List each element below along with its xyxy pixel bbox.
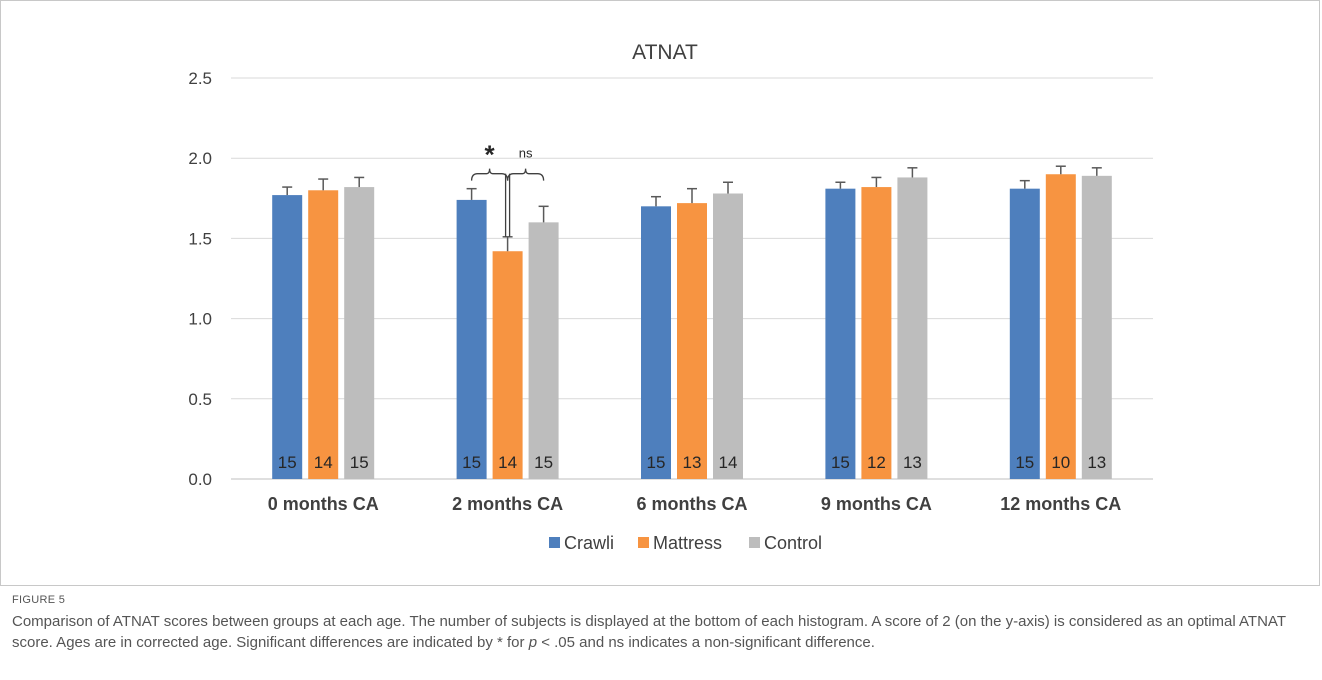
bar-crawli [272, 195, 303, 480]
bar-mattress [677, 203, 707, 479]
bar-mattress [1045, 174, 1076, 480]
subject-count-label: 15 [647, 453, 666, 472]
figure-panel: ATNAT 0.0 0.5 1.0 1.5 2.0 2.5 15 15 15 15 15 14 14 1… [0, 0, 1320, 586]
subject-count-label: 14 [314, 453, 333, 472]
legend-swatch-control [749, 537, 760, 548]
legend-swatch-mattress [638, 537, 649, 548]
y-axis-ticks: 0.0 0.5 1.0 1.5 2.0 2.5 [188, 69, 212, 489]
significance-bracket [506, 168, 545, 181]
caption-p-symbol: p [528, 634, 538, 651]
subject-count-label: 13 [903, 453, 922, 472]
y-tick-label: 0.0 [188, 470, 212, 489]
bar-control [344, 187, 375, 479]
subject-count-label: 12 [867, 453, 886, 472]
subject-count-label: 15 [278, 453, 297, 472]
legend-label-control: Control [764, 533, 822, 553]
subject-count-label: 15 [1015, 453, 1034, 472]
bar-mattress [492, 251, 523, 479]
legend-label-crawli: Crawli [564, 533, 614, 553]
caption-text-start: Comparison of ATNAT scores between group… [12, 613, 1286, 651]
subject-count-label: 15 [534, 453, 553, 472]
significance-bracket [470, 168, 509, 181]
caption-text-end: < .05 and ns indicates a non-significant… [537, 634, 875, 651]
subject-count-label: 13 [1087, 453, 1106, 472]
subject-count-labels: 15 15 15 15 15 14 14 13 12 10 15 15 14 13 13 [278, 453, 1107, 472]
chart-title: ATNAT [632, 41, 698, 64]
bar-control [1081, 175, 1112, 479]
subject-count-label: 15 [350, 453, 369, 472]
y-tick-label: 1.5 [188, 229, 212, 248]
subject-count-label: 14 [719, 453, 738, 472]
bar-control [528, 222, 559, 480]
y-tick-label: 1.0 [188, 310, 212, 329]
legend: Crawli Mattress Control [549, 533, 822, 553]
error-bars [282, 165, 1102, 252]
bar-mattress [861, 187, 892, 479]
x-category-label: 0 months CA [268, 494, 379, 514]
bar-crawli [1009, 188, 1040, 479]
y-tick-label: 2.5 [188, 69, 212, 88]
y-tick-label: 0.5 [188, 390, 212, 409]
y-tick-label: 2.0 [188, 149, 212, 168]
legend-label-mattress: Mattress [653, 533, 722, 553]
subject-count-label: 13 [683, 453, 702, 472]
bar-control [713, 193, 743, 479]
bar-crawli [825, 188, 856, 479]
x-axis-category-labels: 0 months CA 2 months CA 6 months CA 9 month… [268, 494, 1122, 514]
bar-crawli [456, 199, 487, 480]
ns-label: ns [519, 146, 533, 161]
x-category-label: 2 months CA [452, 494, 563, 514]
subject-count-label: 10 [1051, 453, 1070, 472]
significance-annotations: * ns [470, 140, 545, 237]
caption-text: Comparison of ATNAT scores between group… [12, 611, 1312, 653]
figure-caption: FIGURE 5 Comparison of ATNAT scores betw… [12, 594, 1312, 653]
figure-label: FIGURE 5 [12, 594, 66, 606]
subject-count-label: 14 [498, 453, 517, 472]
x-category-label: 12 months CA [1000, 494, 1121, 514]
bar-crawli [641, 206, 671, 479]
bar-mattress [308, 190, 339, 479]
significance-star-label: * [485, 140, 496, 170]
x-category-label: 6 months CA [636, 494, 747, 514]
bars [272, 174, 1112, 480]
subject-count-label: 15 [462, 453, 481, 472]
bar-control [897, 177, 928, 479]
x-category-label: 9 months CA [821, 494, 932, 514]
legend-swatch-crawli [549, 537, 560, 548]
subject-count-label: 15 [831, 453, 850, 472]
